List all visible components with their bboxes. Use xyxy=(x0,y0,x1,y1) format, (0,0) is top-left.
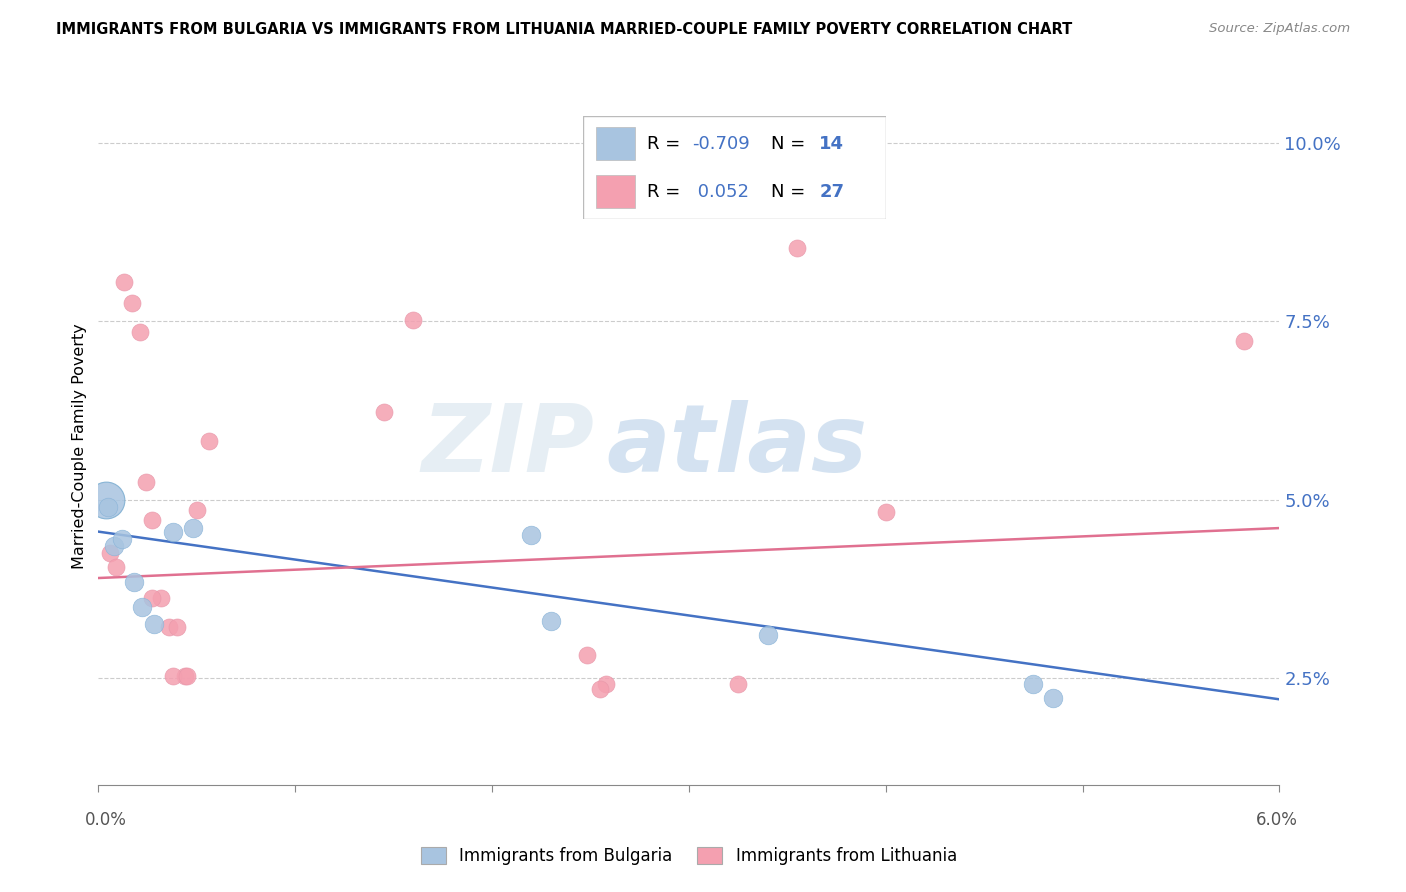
Point xyxy=(96,492,118,507)
Text: R =: R = xyxy=(647,135,686,153)
Point xyxy=(589,681,612,696)
Point xyxy=(157,619,180,633)
Text: 6.0%: 6.0% xyxy=(1256,811,1298,829)
Point xyxy=(121,296,143,310)
Text: 0.0%: 0.0% xyxy=(84,811,127,829)
Point xyxy=(128,325,150,339)
Point xyxy=(112,275,135,289)
Point xyxy=(105,560,128,574)
Point xyxy=(162,524,184,539)
Point xyxy=(142,617,165,632)
Point xyxy=(1042,690,1064,705)
Point xyxy=(131,599,153,614)
Point xyxy=(786,241,808,255)
Point xyxy=(162,669,184,683)
Point xyxy=(575,648,598,662)
Legend: Immigrants from Bulgaria, Immigrants from Lithuania: Immigrants from Bulgaria, Immigrants fro… xyxy=(415,840,963,871)
Point xyxy=(181,521,204,535)
Point xyxy=(402,312,425,326)
Text: IMMIGRANTS FROM BULGARIA VS IMMIGRANTS FROM LITHUANIA MARRIED-COUPLE FAMILY POVE: IMMIGRANTS FROM BULGARIA VS IMMIGRANTS F… xyxy=(56,22,1073,37)
Point xyxy=(174,669,197,683)
Text: 27: 27 xyxy=(820,183,844,201)
Text: ZIP: ZIP xyxy=(422,400,595,492)
Point xyxy=(875,505,897,519)
Point xyxy=(756,628,779,642)
Text: N =: N = xyxy=(770,183,811,201)
Point xyxy=(111,532,134,546)
Text: 14: 14 xyxy=(820,135,844,153)
Point xyxy=(176,669,198,683)
Point xyxy=(540,614,562,628)
Point xyxy=(186,503,208,517)
Point xyxy=(122,574,145,589)
Point xyxy=(166,619,188,633)
Point xyxy=(141,512,163,526)
Bar xyxy=(596,128,636,160)
Point xyxy=(727,676,749,690)
Y-axis label: Married-Couple Family Poverty: Married-Couple Family Poverty xyxy=(72,323,87,569)
Point xyxy=(595,676,617,690)
Point xyxy=(98,546,121,560)
Point xyxy=(97,500,120,514)
Point xyxy=(141,591,163,605)
Point xyxy=(103,539,125,553)
Text: atlas: atlas xyxy=(606,400,868,492)
Point xyxy=(150,591,173,605)
Point xyxy=(520,528,543,542)
Point xyxy=(197,434,219,448)
Text: N =: N = xyxy=(770,135,811,153)
Point xyxy=(373,405,395,419)
Text: R =: R = xyxy=(647,183,686,201)
Point xyxy=(1233,334,1256,348)
Point xyxy=(135,475,157,489)
Point xyxy=(1022,676,1045,690)
Text: 0.052: 0.052 xyxy=(692,183,749,201)
Bar xyxy=(596,176,636,208)
Text: Source: ZipAtlas.com: Source: ZipAtlas.com xyxy=(1209,22,1350,36)
Text: -0.709: -0.709 xyxy=(692,135,749,153)
FancyBboxPatch shape xyxy=(583,116,886,219)
